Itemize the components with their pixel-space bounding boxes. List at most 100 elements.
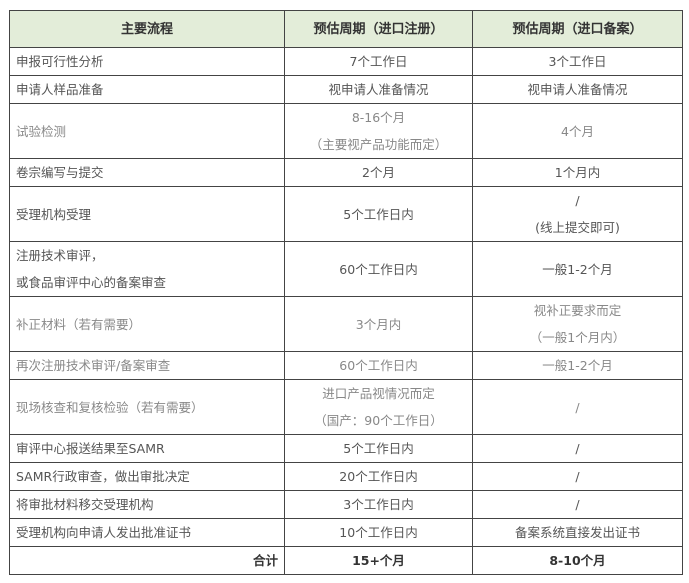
process-step-text: 卷宗编写与提交 — [16, 165, 104, 180]
process-step-cell: 卷宗编写与提交 — [9, 158, 285, 187]
registration-duration-text: 8-16个月 — [351, 110, 406, 125]
process-step-text: 受理机构向申请人发出批准证书 — [16, 525, 192, 540]
registration-duration-cell: 5个工作日内 — [284, 186, 473, 242]
record-duration-text: 一般1-2个月 — [542, 358, 613, 373]
table-row: 注册技术审评， 或食品审评中心的备案审查 60个工作日内 一般1-2个月 — [9, 241, 683, 297]
record-duration-cell: 3个工作日 — [472, 47, 683, 76]
process-step-text: 将审批材料移交受理机构 — [16, 497, 154, 512]
process-step-cell: 现场核查和复核检验（若有需要） — [9, 379, 285, 435]
table-row: 申报可行性分析 7个工作日 3个工作日 — [9, 47, 683, 76]
table-row: 再次注册技术审评/备案审查 60个工作日内 一般1-2个月 — [9, 351, 683, 380]
process-step-cell: 受理机构受理 — [9, 186, 285, 242]
process-step-text: SAMR行政审查，做出审批决定 — [16, 469, 190, 484]
record-duration-cell: / — [472, 490, 683, 519]
record-duration-text: 视申请人准备情况 — [527, 82, 628, 97]
record-duration-cell: / — [472, 434, 683, 463]
registration-duration-text: 60个工作日内 — [339, 358, 418, 373]
header-record: 预估周期（进口备案） — [472, 10, 683, 48]
record-duration-cell: 4个月 — [472, 103, 683, 159]
table-row: 受理机构受理 5个工作日内 / (线上提交即可) — [9, 186, 683, 242]
record-duration-text: 3个工作日 — [548, 54, 607, 69]
record-duration-text: （一般1个月内） — [529, 330, 626, 345]
process-step-text: 注册技术审评， — [16, 248, 104, 263]
record-duration-text: / — [575, 469, 580, 484]
record-duration-text: 视补正要求而定 — [533, 303, 622, 318]
process-step-text: 申请人样品准备 — [16, 82, 104, 97]
process-step-text: 或食品审评中心的备案审查 — [16, 275, 167, 290]
process-step-cell: 申请人样品准备 — [9, 75, 285, 104]
registration-duration-cell: 5个工作日内 — [284, 434, 473, 463]
header-registration: 预估周期（进口注册） — [284, 10, 473, 48]
registration-duration-cell: 60个工作日内 — [284, 351, 473, 380]
record-duration-cell: 1个月内 — [472, 158, 683, 187]
record-duration-cell: 备案系统直接发出证书 — [472, 518, 683, 547]
registration-duration-text: 视申请人准备情况 — [328, 82, 429, 97]
registration-duration-cell: 3个工作日内 — [284, 490, 473, 519]
registration-duration-cell: 10个工作日内 — [284, 518, 473, 547]
record-duration-cell: / — [472, 462, 683, 491]
process-step-cell: 审评中心报送结果至SAMR — [9, 434, 285, 463]
registration-duration-cell: 8-16个月 （主要视产品功能而定） — [284, 103, 473, 159]
total-record: 8-10个月 — [472, 546, 683, 575]
process-step-cell: 试验检测 — [9, 103, 285, 159]
table-row: 审评中心报送结果至SAMR 5个工作日内 / — [9, 434, 683, 463]
total-label: 合计 — [9, 546, 285, 575]
registration-duration-text: 60个工作日内 — [339, 261, 418, 277]
process-step-cell: 申报可行性分析 — [9, 47, 285, 76]
process-step-cell: SAMR行政审查，做出审批决定 — [9, 462, 285, 491]
registration-duration-cell: 3个月内 — [284, 296, 473, 352]
process-step-cell: 受理机构向申请人发出批准证书 — [9, 518, 285, 547]
registration-duration-text: 3个工作日内 — [343, 497, 414, 512]
process-step-text: 现场核查和复核检验（若有需要） — [16, 399, 204, 415]
registration-duration-cell: 60个工作日内 — [284, 241, 473, 297]
process-timeline-table: 主要流程 预估周期（进口注册） 预估周期（进口备案） 申报可行性分析 7个工作日 3… — [9, 10, 683, 575]
header-step: 主要流程 — [9, 10, 285, 48]
total-row: 合计 15+个月 8-10个月 — [9, 546, 683, 575]
record-duration-text: 备案系统直接发出证书 — [514, 525, 640, 540]
record-duration-text: / — [575, 193, 580, 208]
registration-duration-text: 10个工作日内 — [339, 525, 418, 540]
table-row: 受理机构向申请人发出批准证书 10个工作日内 备案系统直接发出证书 — [9, 518, 683, 547]
record-duration-cell: / — [472, 379, 683, 435]
record-duration-text: 4个月 — [561, 123, 594, 139]
record-duration-cell: 视申请人准备情况 — [472, 75, 683, 104]
record-duration-cell: / (线上提交即可) — [472, 186, 683, 242]
registration-duration-text: 5个工作日内 — [343, 206, 414, 222]
record-duration-text: 一般1-2个月 — [542, 261, 613, 277]
record-duration-cell: 一般1-2个月 — [472, 351, 683, 380]
table-row: 将审批材料移交受理机构 3个工作日内 / — [9, 490, 683, 519]
registration-duration-cell: 2个月 — [284, 158, 473, 187]
record-duration-text: / — [575, 399, 580, 415]
registration-duration-text: 20个工作日内 — [339, 469, 418, 484]
process-step-text: 再次注册技术审评/备案审查 — [16, 358, 171, 373]
record-duration-cell: 视补正要求而定 （一般1个月内） — [472, 296, 683, 352]
process-step-text: 申报可行性分析 — [16, 54, 104, 69]
registration-duration-text: 3个月内 — [355, 316, 402, 332]
total-registration: 15+个月 — [284, 546, 473, 575]
table-row: 现场核查和复核检验（若有需要） 进口产品视情况而定 （国产：90个工作日） / — [9, 379, 683, 435]
process-step-cell: 再次注册技术审评/备案审查 — [9, 351, 285, 380]
process-step-cell: 将审批材料移交受理机构 — [9, 490, 285, 519]
table-row: 申请人样品准备 视申请人准备情况 视申请人准备情况 — [9, 75, 683, 104]
registration-duration-text: 5个工作日内 — [343, 441, 414, 456]
registration-duration-text: 进口产品视情况而定 — [322, 386, 435, 401]
record-duration-cell: 一般1-2个月 — [472, 241, 683, 297]
process-step-cell: 注册技术审评， 或食品审评中心的备案审查 — [9, 241, 285, 297]
record-duration-text: 1个月内 — [554, 165, 601, 180]
table-row: 试验检测 8-16个月 （主要视产品功能而定） 4个月 — [9, 103, 683, 159]
table-row: SAMR行政审查，做出审批决定 20个工作日内 / — [9, 462, 683, 491]
record-duration-text: / — [575, 497, 580, 512]
registration-duration-cell: 20个工作日内 — [284, 462, 473, 491]
process-step-text: 补正材料（若有需要） — [16, 316, 142, 332]
record-duration-text: / — [575, 441, 580, 456]
process-step-text: 受理机构受理 — [16, 206, 92, 222]
record-duration-text: (线上提交即可) — [535, 220, 620, 235]
process-step-text: 审评中心报送结果至SAMR — [16, 441, 165, 456]
registration-duration-text: （主要视产品功能而定） — [309, 137, 448, 152]
registration-duration-cell: 视申请人准备情况 — [284, 75, 473, 104]
registration-duration-cell: 进口产品视情况而定 （国产：90个工作日） — [284, 379, 473, 435]
table-header-row: 主要流程 预估周期（进口注册） 预估周期（进口备案） — [9, 10, 683, 48]
process-step-cell: 补正材料（若有需要） — [9, 296, 285, 352]
table-row: 补正材料（若有需要） 3个月内 视补正要求而定 （一般1个月内） — [9, 296, 683, 352]
registration-duration-text: 2个月 — [362, 165, 395, 180]
